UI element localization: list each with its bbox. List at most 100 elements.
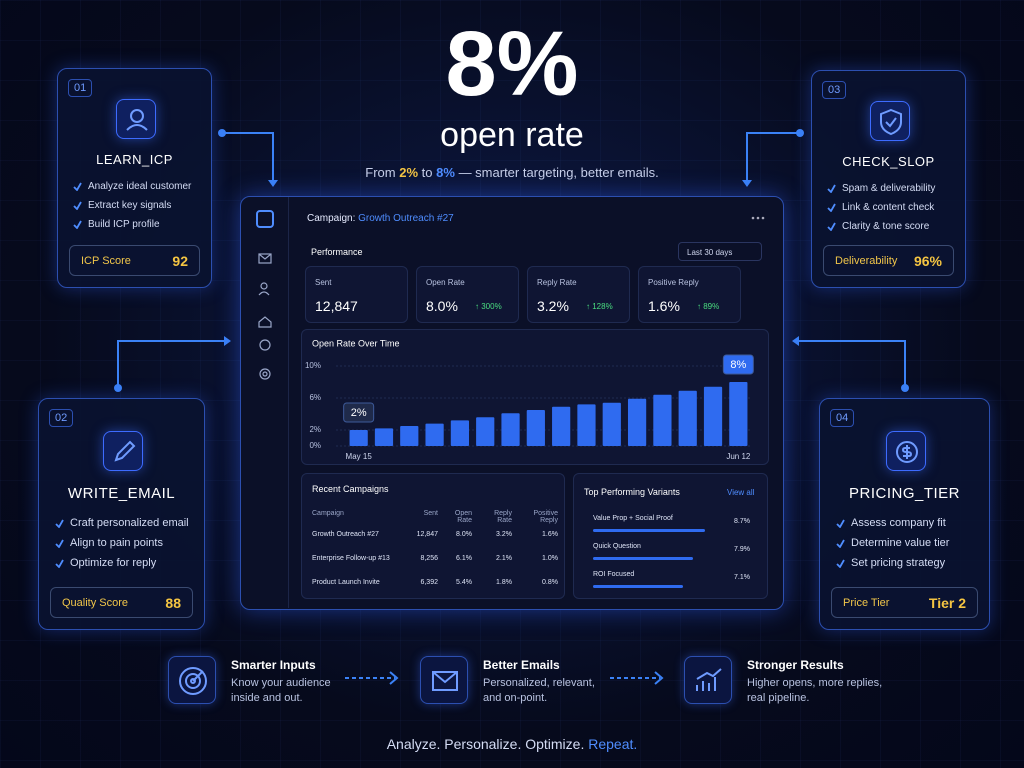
text: Campaign: (307, 213, 356, 224)
step-item: Assess company fit (836, 517, 946, 529)
table-cell: Reply Rate (494, 510, 512, 524)
data-label: 8% (730, 359, 746, 371)
table-cell: 5.4% (456, 579, 472, 586)
variant-name: Value Prop + Social Proof (593, 515, 673, 522)
step-desc: Higher opens, more replies, (747, 677, 883, 689)
metric-change: ↑ 89% (697, 302, 720, 311)
menu-dots[interactable] (751, 216, 765, 220)
table-cell: 6,392 (420, 579, 438, 586)
item-text: Align to pain points (70, 537, 163, 549)
label-bubble (343, 402, 375, 423)
step-number: 02 (49, 409, 74, 427)
step-desc: inside and out. (231, 692, 303, 704)
bar (526, 410, 545, 446)
item-text: Build ICP profile (88, 219, 160, 230)
score-label: ICP Score (81, 254, 131, 267)
score-box: Price Tier Tier 2 (831, 587, 978, 618)
table-cell: Open Rate (454, 510, 472, 524)
variant-value: 8.7% (734, 518, 750, 525)
metric-value: 12,847 (315, 298, 358, 314)
chart-title: Open Rate Over Time (312, 338, 400, 348)
text: 8% (436, 165, 455, 180)
table-cell: 8,256 (420, 555, 438, 562)
step-icon (420, 656, 468, 704)
bar (425, 423, 444, 446)
step-title: PRICING_TIER (848, 485, 960, 502)
table-cell: Product Launch Invite (312, 579, 380, 586)
metric-change: ↑ 300% (475, 302, 502, 311)
score-value: 88 (165, 594, 181, 611)
step-desc: real pipeline. (747, 692, 810, 704)
table-cell: Positive Reply (533, 510, 558, 524)
step-item: Optimize for reply (55, 557, 156, 569)
bar (552, 406, 571, 446)
step-title: CHECK_SLOP (842, 154, 935, 169)
step-desc: Personalized, relevant, (483, 677, 595, 689)
score-box: ICP Score 92 (69, 245, 200, 276)
bar (577, 404, 596, 446)
bar (678, 390, 697, 446)
table-cell: 1.6% (542, 531, 558, 538)
text: Last 30 days (687, 248, 733, 257)
label-bubble (722, 354, 754, 375)
step-number: 01 (68, 79, 93, 97)
item-text: Assess company fit (851, 517, 946, 529)
score-label: Price Tier (843, 596, 890, 609)
y-tick-label: 2% (309, 425, 321, 434)
text: From (365, 165, 396, 180)
variants-panel: Top Performing Variants View all Value P… (573, 473, 768, 599)
step-item: Determine value tier (836, 537, 949, 549)
table-cell: 1.0% (542, 555, 558, 562)
campaign-header: Campaign: Growth Outreach #27 (307, 213, 454, 224)
bar (729, 382, 748, 446)
item-text: Link & content check (842, 202, 935, 213)
step-item: Spam & deliverability (827, 183, 935, 194)
score-value: Tier 2 (928, 594, 966, 611)
step-item: Align to pain points (55, 537, 163, 549)
variant-bar (593, 585, 683, 588)
score-label: Quality Score (62, 596, 129, 609)
variant-value: 7.1% (734, 574, 750, 581)
tagline: Analyze. Personalize. Optimize. Repeat. (0, 736, 1024, 752)
bar (653, 394, 672, 446)
table-cell: 1.8% (496, 579, 512, 586)
range-select[interactable]: Last 30 days (678, 242, 762, 261)
table-cell: Campaign (312, 510, 344, 517)
metric-label: Reply Rate (537, 278, 577, 287)
hero-sub: From 2% to 8% — smarter targeting, bette… (0, 165, 1024, 180)
step-title: Better Emails (483, 658, 560, 672)
table-cell: Enterprise Follow-up #13 (312, 555, 390, 562)
score-label: Deliverability (835, 254, 898, 267)
bar (400, 426, 419, 446)
step-item: Set pricing strategy (836, 557, 945, 569)
bar (501, 413, 520, 446)
step-title: WRITE_EMAIL (67, 485, 176, 502)
table-title: Recent Campaigns (312, 484, 389, 494)
item-text: Extract key signals (88, 200, 172, 211)
score-value: 92 (172, 252, 188, 269)
step-icon (102, 431, 143, 471)
hero-headline: open rate (440, 116, 584, 154)
score-value: 96% (913, 252, 942, 269)
view-all-link[interactable]: View all (727, 488, 755, 497)
hero-big: 8% (445, 13, 579, 115)
metric-card: Open Rate 8.0% ↑ 300% (416, 266, 519, 323)
text: Analyze. Personalize. Optimize. (386, 736, 585, 752)
variant-name: ROI Focused (593, 571, 635, 578)
text: — smarter targeting, better emails. (458, 165, 659, 180)
y-tick-label: 6% (309, 393, 321, 402)
step-card: 03 CHECK_SLOP Spam & deliverability Link & … (811, 70, 966, 288)
text: Repeat. (588, 736, 638, 752)
campaigns-table: Recent Campaigns Campaign Sent Open Rate Re… (301, 473, 565, 599)
bar-chart: Open Rate Over Time 0% 2% 6% 10% May 15 2% Jun… (305, 338, 754, 461)
bar (450, 420, 470, 446)
item-text: Craft personalized email (70, 517, 189, 529)
variant-bar (593, 529, 705, 532)
step-card: 01 LEARN_ICP Analyze ideal customer Extract… (57, 68, 212, 288)
y-tick-label: 0% (309, 441, 321, 450)
step-icon (115, 99, 156, 139)
variant-value: 7.9% (734, 546, 750, 553)
metric-card: Sent 12,847 (305, 266, 408, 323)
section-title: Performance (311, 247, 363, 257)
bar (627, 398, 647, 446)
